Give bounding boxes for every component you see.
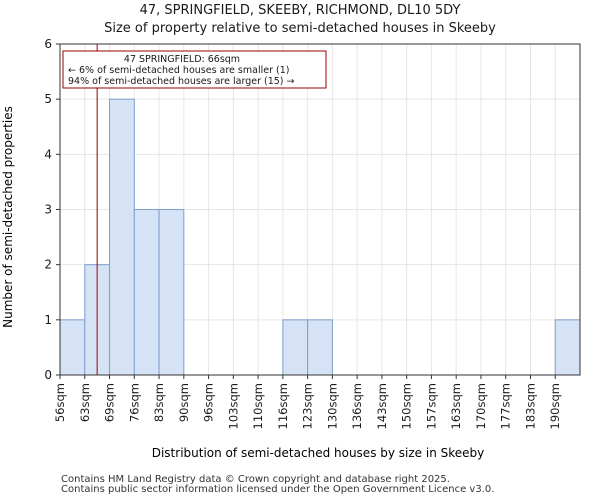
- bar-123sqm: [307, 319, 333, 376]
- annotation-line-2: ← 6% of semi-detached houses are smaller…: [68, 65, 289, 76]
- y-tick-label: 6: [44, 37, 52, 51]
- footer-copyright: Contains HM Land Registry data © Crown c…: [61, 474, 450, 485]
- bar-190sqm: [554, 319, 581, 376]
- x-tick-label: 76sqm: [127, 383, 141, 422]
- y-axis-label: Number of semi-detached properties: [1, 106, 15, 328]
- x-tick-label: 103sqm: [226, 383, 240, 429]
- x-tick-label: 56sqm: [53, 383, 67, 422]
- y-tick-label: 2: [44, 258, 52, 272]
- x-tick-label: 183sqm: [523, 383, 537, 429]
- x-tick-label: 90sqm: [177, 383, 191, 422]
- x-tick-label: 136sqm: [350, 383, 364, 429]
- x-tick-label: 63sqm: [78, 383, 92, 422]
- x-tick-label: 96sqm: [202, 383, 216, 422]
- annotation-line-1: 47 SPRINGFIELD: 66sqm: [124, 54, 240, 65]
- bar-76sqm: [133, 209, 160, 376]
- x-tick-label: 190sqm: [548, 383, 562, 429]
- x-tick-label: 123sqm: [301, 383, 315, 429]
- x-tick-label: 83sqm: [152, 383, 166, 422]
- bar-116sqm: [282, 319, 309, 376]
- x-tick-label: 116sqm: [276, 383, 290, 429]
- x-tick-label: 170sqm: [474, 383, 488, 429]
- x-tick-label: 143sqm: [375, 383, 389, 429]
- x-tick-label: 110sqm: [251, 383, 265, 429]
- y-tick-label: 1: [44, 313, 52, 327]
- y-tick-label: 0: [44, 368, 52, 382]
- bar-56sqm: [59, 319, 86, 376]
- bar-69sqm: [109, 98, 135, 376]
- x-axis-label: Distribution of semi-detached houses by …: [152, 446, 485, 460]
- x-tick-label: 130sqm: [325, 383, 339, 429]
- annotation-box: 47 SPRINGFIELD: 66sqm ← 6% of semi-detac…: [62, 50, 327, 89]
- x-tick-label: 157sqm: [424, 383, 438, 429]
- footer-licence: Contains public sector information licen…: [61, 484, 495, 495]
- x-tick-label: 69sqm: [103, 383, 117, 422]
- x-tick-label: 150sqm: [400, 383, 414, 429]
- y-tick-label: 3: [44, 203, 52, 217]
- y-tick-label: 4: [44, 147, 52, 161]
- annotation-line-3: 94% of semi-detached houses are larger (…: [68, 76, 295, 87]
- chart-subtitle: Size of property relative to semi-detach…: [104, 21, 496, 36]
- y-tick-label: 5: [44, 92, 52, 106]
- x-tick-label: 163sqm: [449, 383, 463, 429]
- chart-title: 47, SPRINGFIELD, SKEEBY, RICHMOND, DL10 …: [139, 3, 461, 18]
- bar-83sqm: [158, 209, 185, 376]
- x-tick-label: 177sqm: [499, 383, 513, 429]
